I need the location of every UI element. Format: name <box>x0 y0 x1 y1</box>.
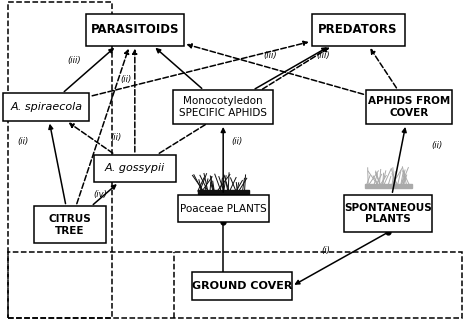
Text: (iv): (iv) <box>93 190 107 199</box>
Text: PARASITOIDS: PARASITOIDS <box>91 23 179 36</box>
FancyBboxPatch shape <box>86 14 183 46</box>
FancyBboxPatch shape <box>173 90 273 124</box>
Text: (ii): (ii) <box>120 75 131 84</box>
Text: SPONTANEOUS
PLANTS: SPONTANEOUS PLANTS <box>344 203 432 225</box>
Text: Poaceae PLANTS: Poaceae PLANTS <box>180 204 267 214</box>
Text: APHIDS FROM
COVER: APHIDS FROM COVER <box>368 96 450 118</box>
FancyBboxPatch shape <box>192 272 292 300</box>
Text: (ii): (ii) <box>110 133 122 142</box>
Text: (i): (i) <box>321 246 330 255</box>
Text: A. gossypii: A. gossypii <box>105 163 165 173</box>
FancyBboxPatch shape <box>366 90 452 124</box>
FancyBboxPatch shape <box>312 14 404 46</box>
Text: (ii): (ii) <box>18 136 29 145</box>
Text: (iii): (iii) <box>67 56 81 65</box>
FancyBboxPatch shape <box>344 195 432 232</box>
Text: GROUND COVER: GROUND COVER <box>191 281 292 291</box>
FancyBboxPatch shape <box>94 155 176 182</box>
Text: CITRUS
TREE: CITRUS TREE <box>48 214 91 236</box>
FancyBboxPatch shape <box>3 93 89 121</box>
FancyBboxPatch shape <box>178 195 269 223</box>
FancyBboxPatch shape <box>34 206 106 243</box>
Bar <box>197 191 249 194</box>
Text: (ii): (ii) <box>232 136 243 145</box>
Text: (iii): (iii) <box>263 51 277 60</box>
Text: (iii): (iii) <box>316 51 330 60</box>
Text: A. spiraecola: A. spiraecola <box>10 102 82 112</box>
Bar <box>365 184 411 188</box>
Text: PREDATORS: PREDATORS <box>318 23 398 36</box>
Text: (ii): (ii) <box>431 141 443 150</box>
Text: Monocotyledon
SPECIFIC APHIDS: Monocotyledon SPECIFIC APHIDS <box>179 96 267 118</box>
